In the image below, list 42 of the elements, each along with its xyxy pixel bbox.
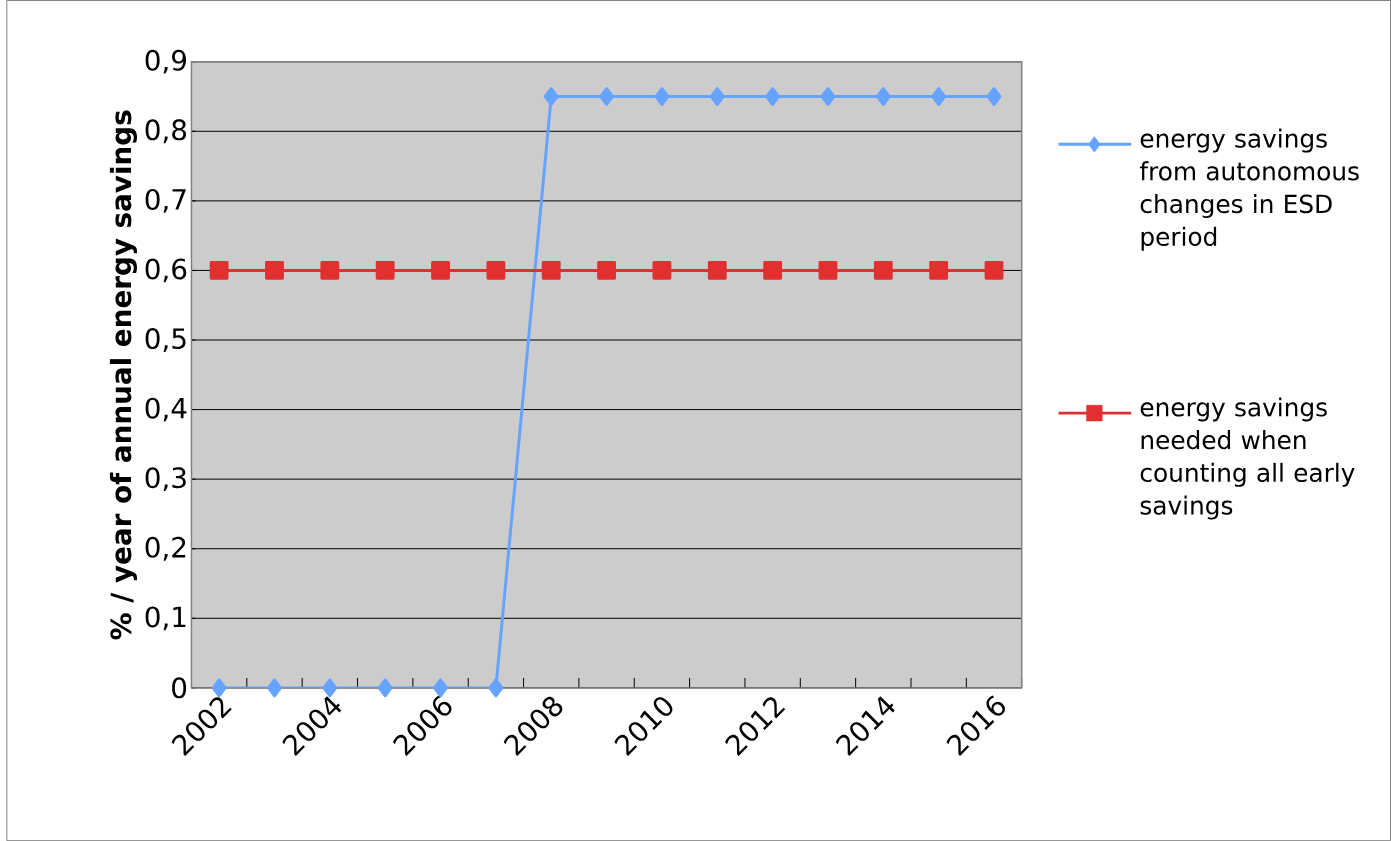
- point: [875, 87, 891, 106]
- y-tick-label: 0,4: [145, 397, 187, 422]
- point: [488, 678, 504, 698]
- point: [984, 260, 1004, 280]
- point: [486, 260, 506, 280]
- point: [377, 678, 393, 698]
- point: [986, 87, 1002, 106]
- point: [431, 260, 450, 280]
- y-tick-label: 0,9: [145, 49, 186, 74]
- y-tick-label: 0,2: [145, 536, 186, 561]
- y-axis-title: % / year of annual energy savings: [109, 110, 137, 640]
- point: [929, 260, 949, 280]
- point: [931, 87, 947, 106]
- point: [541, 260, 561, 280]
- point: [709, 87, 725, 106]
- point: [597, 260, 616, 280]
- point: [654, 87, 670, 106]
- point: [265, 260, 284, 280]
- legend-label: energy savings needed when counting all early savings: [1140, 397, 1355, 520]
- point: [820, 87, 836, 106]
- y-tick-label: 0,3: [145, 467, 186, 491]
- point: [375, 260, 395, 280]
- y-tick-label: 0,8: [145, 119, 187, 144]
- y-tick-label: 0: [172, 677, 187, 699]
- y-tick-label: 0,6: [145, 258, 187, 283]
- point: [765, 87, 781, 106]
- point: [267, 678, 282, 698]
- legend-label: energy savings from autonomous changes in ESD period: [1139, 128, 1359, 251]
- y-tick-label: 0,7: [145, 188, 186, 213]
- point: [599, 87, 615, 106]
- y-tick-label: 0,5: [145, 328, 186, 352]
- point: [322, 678, 338, 698]
- point: [763, 260, 783, 280]
- point: [320, 260, 340, 280]
- point: [209, 260, 229, 280]
- point: [818, 260, 838, 280]
- point: [652, 260, 672, 280]
- point: [543, 87, 559, 106]
- point: [707, 260, 727, 280]
- point: [211, 678, 227, 698]
- point: [873, 260, 893, 280]
- y-tick-label: 0,1: [145, 606, 186, 631]
